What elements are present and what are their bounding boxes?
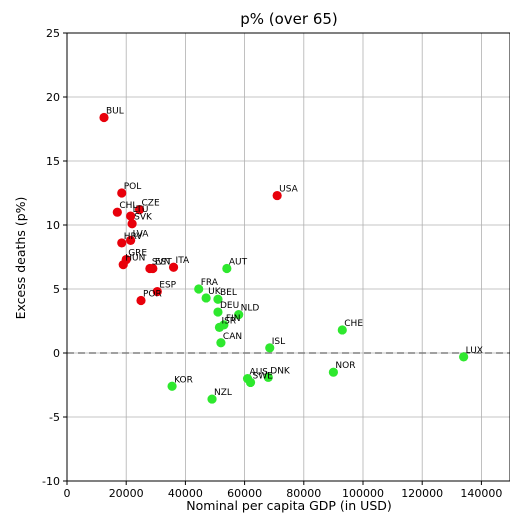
- point-label: ITA: [176, 256, 190, 266]
- point-label: LTU: [133, 205, 149, 215]
- x-tick-label: 20000: [109, 487, 144, 500]
- plot-frame: [66, 32, 510, 482]
- y-tick-label: -10: [42, 475, 60, 488]
- point-label: BEL: [220, 288, 237, 298]
- point-label: NLD: [241, 304, 260, 314]
- point-label: ESP: [159, 281, 176, 291]
- x-tick-label: 40000: [168, 487, 203, 500]
- data-point: [245, 377, 256, 388]
- point-label: EST: [155, 258, 172, 268]
- data-point: [112, 207, 122, 217]
- data-point: [459, 352, 469, 362]
- y-tick-label: 10: [46, 219, 60, 232]
- data-point: [126, 235, 136, 245]
- y-tick-label: 5: [53, 283, 60, 296]
- data-point: [117, 188, 127, 198]
- grid: [66, 32, 510, 482]
- data-point: [99, 112, 109, 123]
- point-label: FIN: [226, 314, 241, 324]
- data-point: [234, 310, 244, 320]
- point-label: LUX: [466, 346, 483, 356]
- point-label: GRE: [128, 249, 147, 259]
- x-tick-label: 120000: [401, 487, 443, 500]
- x-tick-label: 0: [64, 487, 71, 500]
- data-point: [136, 295, 146, 306]
- point-label: FRA: [201, 278, 219, 288]
- point-label: NOR: [335, 361, 355, 371]
- data-point: [201, 293, 211, 303]
- point-label: CZE: [142, 199, 160, 209]
- point-label: CHE: [344, 319, 363, 329]
- point-label: HUN: [125, 254, 145, 264]
- data-point: [213, 307, 223, 317]
- x-tick-label: 100000: [342, 487, 384, 500]
- point-label: CHL: [119, 201, 137, 211]
- x-tick-label: 140000: [460, 487, 502, 500]
- point-label: CAN: [223, 332, 242, 342]
- data-points: [99, 112, 469, 404]
- data-point: [207, 394, 217, 404]
- x-axis-ticks: 0 20000 40000 60000 80000 100000 120000 140000: [64, 481, 502, 500]
- point-label: ISR: [221, 316, 236, 326]
- x-tick-label: 80000: [286, 487, 321, 500]
- data-point: [213, 294, 223, 304]
- data-point: [216, 338, 226, 348]
- point-label: POR: [143, 290, 162, 300]
- data-point: [168, 262, 179, 272]
- data-point: [152, 286, 162, 297]
- data-point: [117, 238, 127, 248]
- point-label: UK: [208, 287, 222, 297]
- point-label: AUT: [229, 258, 248, 268]
- data-point: [265, 343, 275, 353]
- data-point: [222, 263, 232, 274]
- data-point: [194, 284, 204, 294]
- point-label: HRV: [124, 232, 144, 242]
- point-label: ISL: [272, 337, 285, 347]
- point-label: AUS: [250, 368, 269, 378]
- data-point: [134, 205, 145, 215]
- data-point: [337, 325, 347, 335]
- point-label: SVN: [152, 258, 171, 268]
- data-point: [126, 211, 136, 221]
- point-label: POL: [124, 182, 142, 192]
- y-tick-label: 25: [46, 27, 60, 40]
- data-point: [118, 260, 128, 270]
- y-tick-label: -5: [49, 411, 60, 424]
- y-tick-label: 20: [46, 91, 60, 104]
- data-point: [167, 381, 177, 391]
- point-label: NZL: [214, 388, 232, 398]
- y-tick-label: 0: [53, 347, 60, 360]
- y-tick-label: 15: [46, 155, 60, 168]
- point-label: USA: [279, 185, 298, 195]
- data-point: [328, 367, 338, 377]
- data-point: [127, 219, 137, 229]
- point-label: SVK: [134, 213, 153, 223]
- chart-title: p% (over 65): [240, 10, 338, 28]
- data-point: [145, 263, 155, 274]
- data-point: [263, 372, 273, 382]
- point-label: BUL: [106, 106, 124, 116]
- y-axis-ticks: -10 -5 0 5 10 15 20 25: [42, 27, 67, 488]
- point-label: KOR: [174, 375, 193, 385]
- point-label: SWE: [253, 371, 274, 381]
- point-label: LVA: [133, 229, 150, 239]
- data-point: [272, 190, 282, 201]
- y-axis-label: Excess deaths (p%): [13, 197, 28, 320]
- data-point: [214, 322, 225, 332]
- x-axis-label: Nominal per capita GDP (in USD): [186, 498, 392, 513]
- point-label: DEU: [220, 301, 239, 311]
- x-tick-label: 60000: [227, 487, 262, 500]
- point-label: DNK: [270, 366, 291, 376]
